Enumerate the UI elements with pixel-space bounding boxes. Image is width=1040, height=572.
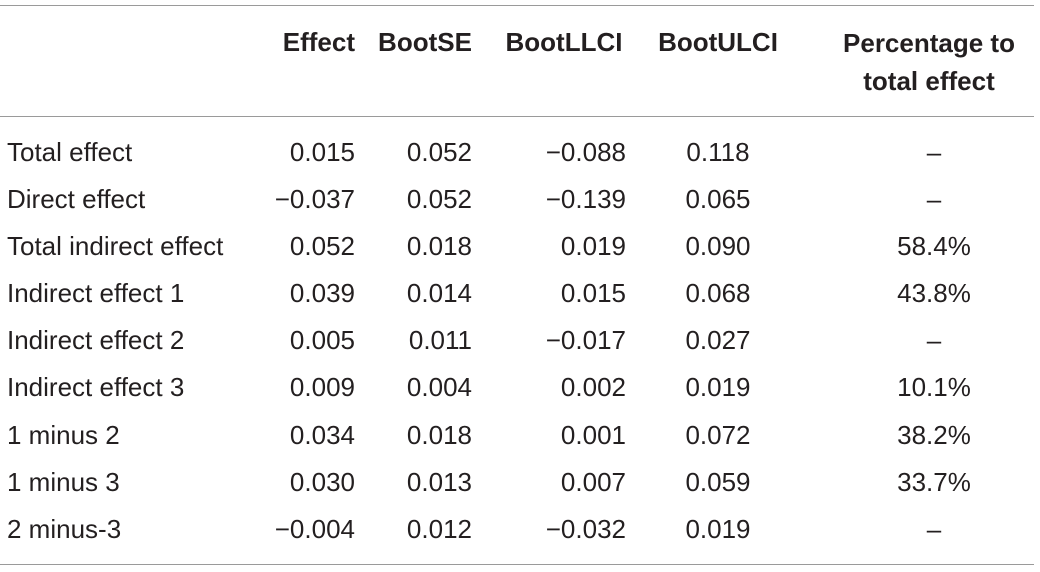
cell-percentage: – [926, 513, 942, 544]
cell-percentage: 33.7% [897, 466, 971, 497]
results-table: Effect BootSE BootLLCI BootULCI Percenta… [0, 6, 1040, 553]
cell-percentage: 38.2% [897, 419, 971, 450]
table-row: Total effect 0.015 0.052 −0.088 0.118 – [0, 116, 1040, 175]
cell-effect: −0.037 [274, 183, 355, 214]
row-label: 1 minus 3 [7, 466, 120, 497]
table-row: Direct effect −0.037 0.052 −0.139 0.065 – [0, 175, 1040, 222]
row-label: 1 minus 2 [7, 419, 120, 450]
cell-effect: 0.009 [289, 372, 355, 403]
cell-bootllci: −0.139 [545, 183, 626, 214]
table-row: Total indirect effect 0.052 0.018 0.019 0.09… [0, 222, 1040, 269]
header-bootse: BootSE [378, 27, 472, 57]
cell-bootse: 0.014 [406, 277, 472, 308]
row-label: Direct effect [7, 183, 146, 214]
row-label: 2 minus-3 [7, 513, 122, 544]
cell-effect: −0.004 [274, 513, 355, 544]
cell-percentage: 10.1% [897, 372, 971, 403]
cell-effect: 0.034 [289, 419, 355, 450]
cell-bootllci: −0.088 [545, 136, 626, 167]
cell-percentage: 58.4% [897, 230, 971, 261]
cell-percentage: – [926, 325, 942, 356]
cell-bootllci: 0.007 [560, 466, 626, 497]
cell-bootse: 0.013 [406, 466, 472, 497]
cell-bootse: 0.011 [408, 325, 472, 356]
cell-bootulci: 0.059 [685, 466, 751, 497]
header-percentage: Percentage to total effect [798, 6, 1040, 116]
cell-bootse: 0.018 [406, 230, 472, 261]
cell-effect: 0.039 [289, 277, 355, 308]
cell-bootulci: 0.065 [685, 183, 751, 214]
table-body: Total effect 0.015 0.052 −0.088 0.118– Direct… [0, 116, 1040, 553]
table-top-rule [0, 5, 1034, 6]
cell-bootulci: 0.072 [685, 419, 751, 450]
cell-effect: 0.005 [289, 325, 355, 356]
table-row: Indirect effect 2 0.005 0.011 −0.017 0.027 – [0, 317, 1040, 364]
cell-bootulci: 0.027 [685, 325, 751, 356]
row-label: Indirect effect 3 [7, 372, 185, 403]
row-label: Total indirect effect [7, 230, 224, 261]
cell-bootllci: 0.019 [560, 230, 626, 261]
table-row: Indirect effect 1 0.039 0.014 0.015 0.068 43.… [0, 269, 1040, 316]
cell-bootllci: −0.032 [545, 513, 626, 544]
cell-bootulci: 0.068 [685, 277, 751, 308]
cell-bootse: 0.052 [406, 136, 472, 167]
table-header-row: Effect BootSE BootLLCI BootULCI Percenta… [0, 6, 1040, 116]
header-empty [0, 6, 250, 116]
header-percentage-line2: total effect [863, 66, 995, 96]
row-label: Indirect effect 1 [7, 277, 185, 308]
row-label: Total effect [7, 136, 133, 167]
cell-bootllci: 0.001 [560, 419, 626, 450]
cell-bootllci: −0.017 [545, 325, 626, 356]
cell-effect: 0.015 [289, 136, 355, 167]
cell-bootulci: 0.019 [685, 372, 751, 403]
cell-percentage: – [926, 183, 942, 214]
cell-percentage: – [926, 136, 942, 167]
cell-bootllci: 0.015 [560, 277, 626, 308]
row-label: Indirect effect 2 [7, 325, 185, 356]
table-bottom-rule [0, 564, 1034, 565]
cell-bootse: 0.052 [406, 183, 472, 214]
cell-percentage: 43.8% [897, 277, 971, 308]
header-percentage-line1: Percentage to [843, 28, 1015, 58]
table-header-rule [0, 116, 1034, 117]
header-effect: Effect [282, 27, 355, 57]
cell-bootulci: 0.019 [685, 513, 751, 544]
cell-bootse: 0.018 [406, 419, 472, 450]
table-row: 1 minus 3 0.030 0.013 0.007 0.059 33.7% [0, 458, 1040, 505]
table-row: 1 minus 2 0.034 0.018 0.001 0.072 38.2% [0, 411, 1040, 458]
cell-bootse: 0.012 [406, 513, 472, 544]
cell-bootse: 0.004 [406, 372, 472, 403]
table-row: Indirect effect 3 0.009 0.004 0.002 0.019 10.… [0, 364, 1040, 411]
header-bootllci: BootLLCI [505, 27, 623, 57]
cell-bootllci: 0.002 [560, 372, 626, 403]
cell-effect: 0.052 [289, 230, 355, 261]
cell-bootulci: 0.090 [685, 230, 751, 261]
cell-bootulci: 0.118 [686, 136, 750, 167]
header-bootulci: BootULCI [658, 27, 778, 57]
table-row: 2 minus-3 −0.004 0.012 −0.032 0.019 – [0, 505, 1040, 552]
cell-effect: 0.030 [289, 466, 355, 497]
